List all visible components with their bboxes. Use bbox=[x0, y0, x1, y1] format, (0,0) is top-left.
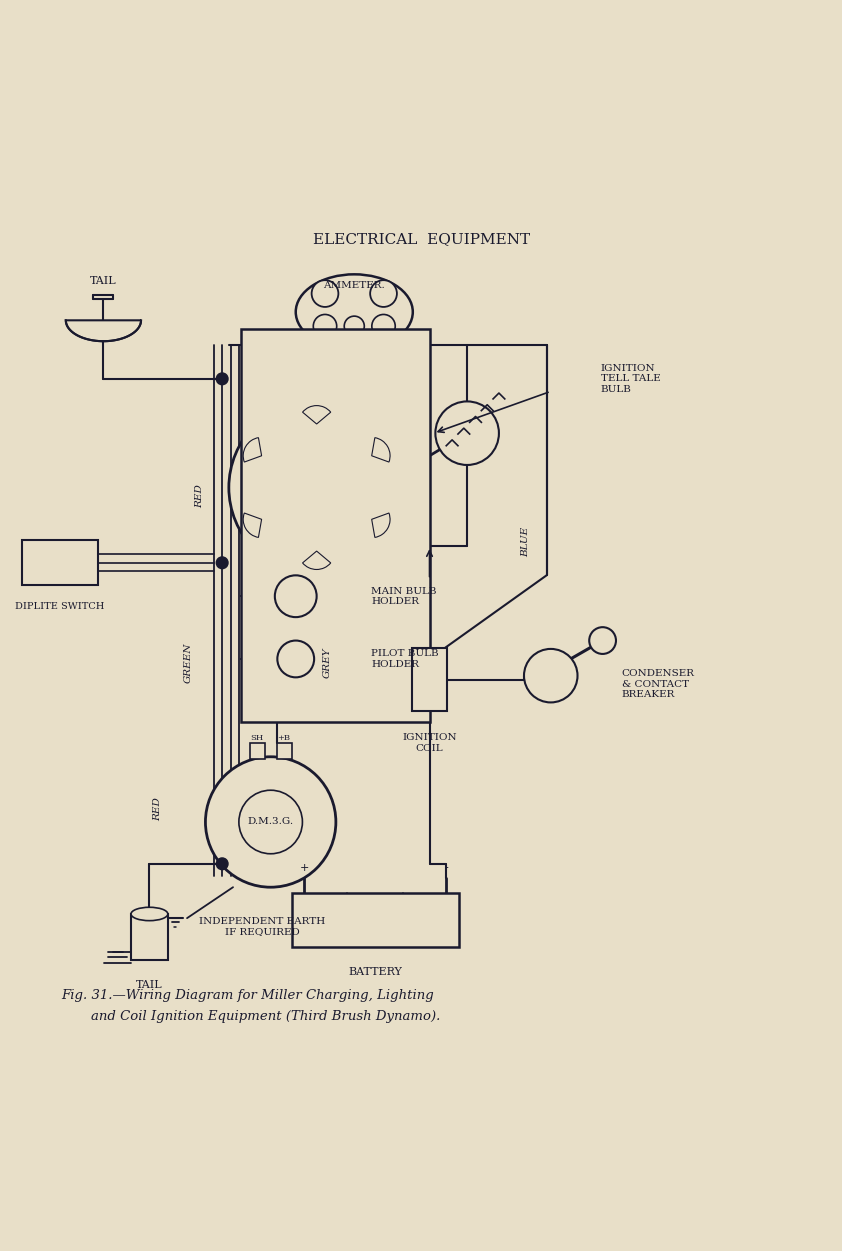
Circle shape bbox=[229, 400, 404, 575]
Text: BATTERY: BATTERY bbox=[349, 967, 402, 977]
Text: GREEN: GREEN bbox=[184, 643, 193, 683]
Circle shape bbox=[216, 557, 228, 569]
Bar bbox=[242, 329, 429, 722]
Text: +: + bbox=[300, 863, 309, 873]
Text: BLUE: BLUE bbox=[521, 527, 530, 557]
Text: MAIN BULB
HOLDER: MAIN BULB HOLDER bbox=[371, 587, 436, 605]
Circle shape bbox=[274, 575, 317, 617]
Circle shape bbox=[216, 373, 228, 385]
Wedge shape bbox=[302, 405, 331, 424]
Text: IGNITION
COIL: IGNITION COIL bbox=[402, 733, 457, 753]
Circle shape bbox=[435, 402, 499, 465]
Text: RED: RED bbox=[153, 797, 163, 822]
Circle shape bbox=[277, 641, 314, 677]
Circle shape bbox=[370, 280, 397, 306]
Bar bbox=[291, 893, 459, 947]
Text: -: - bbox=[445, 863, 448, 873]
Bar bbox=[276, 743, 291, 759]
Text: D.M.3.G.: D.M.3.G. bbox=[248, 817, 294, 827]
Text: INDEPENDENT EARTH
IF REQUIRED: INDEPENDENT EARTH IF REQUIRED bbox=[200, 917, 325, 936]
Circle shape bbox=[524, 649, 578, 702]
Circle shape bbox=[205, 757, 336, 887]
Circle shape bbox=[312, 280, 338, 306]
Circle shape bbox=[216, 858, 228, 869]
Text: RED: RED bbox=[195, 484, 204, 508]
Text: GREY: GREY bbox=[323, 648, 332, 678]
Text: PILOT BULB
HOLDER: PILOT BULB HOLDER bbox=[371, 649, 439, 668]
Wedge shape bbox=[243, 438, 262, 462]
Circle shape bbox=[589, 627, 616, 654]
Text: +B: +B bbox=[278, 734, 290, 742]
Circle shape bbox=[344, 317, 365, 337]
Bar bbox=[250, 743, 264, 759]
Text: CONDENSER
& CONTACT
BREAKER: CONDENSER & CONTACT BREAKER bbox=[622, 669, 695, 699]
Polygon shape bbox=[66, 320, 141, 342]
Text: DIPLITE SWITCH: DIPLITE SWITCH bbox=[15, 602, 104, 610]
Ellipse shape bbox=[296, 274, 413, 349]
Text: SH: SH bbox=[251, 734, 264, 742]
Text: Fig. 31.—Wiring Diagram for Miller Charging, Lighting: Fig. 31.—Wiring Diagram for Miller Charg… bbox=[61, 990, 434, 1002]
Wedge shape bbox=[302, 552, 331, 569]
Wedge shape bbox=[243, 513, 262, 538]
Text: ELECTRICAL  EQUIPMENT: ELECTRICAL EQUIPMENT bbox=[312, 233, 530, 246]
Bar bbox=[131, 914, 168, 960]
Text: IGNITION
TELL TALE
BULB: IGNITION TELL TALE BULB bbox=[601, 364, 661, 394]
Wedge shape bbox=[371, 513, 390, 538]
Circle shape bbox=[239, 791, 302, 853]
Circle shape bbox=[372, 314, 395, 338]
Circle shape bbox=[276, 448, 357, 528]
Ellipse shape bbox=[131, 907, 168, 921]
Bar bbox=[23, 540, 98, 585]
Text: TAIL: TAIL bbox=[136, 980, 163, 990]
Text: TAIL: TAIL bbox=[90, 276, 117, 286]
Bar bbox=[412, 648, 447, 712]
Wedge shape bbox=[371, 438, 390, 462]
Circle shape bbox=[313, 314, 337, 338]
Text: AMMETER.: AMMETER. bbox=[323, 280, 385, 290]
Text: and Coil Ignition Equipment (Third Brush Dynamo).: and Coil Ignition Equipment (Third Brush… bbox=[91, 1011, 440, 1023]
Ellipse shape bbox=[311, 549, 381, 577]
